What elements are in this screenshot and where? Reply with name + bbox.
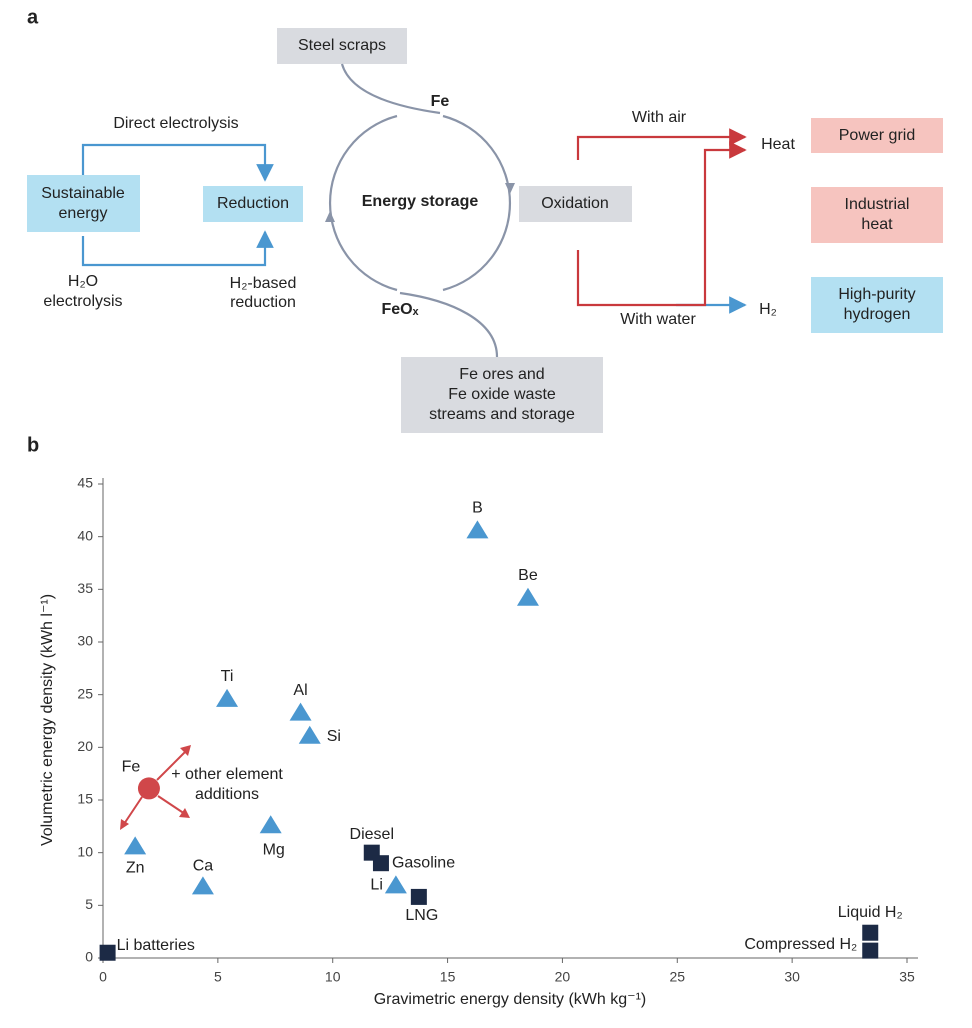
- point-label: Be: [518, 567, 538, 584]
- point-label: Fe: [122, 759, 141, 776]
- point-label: Ti: [221, 668, 234, 685]
- arrowhead: [325, 211, 335, 222]
- connectors: [81, 63, 747, 358]
- box: [519, 186, 632, 222]
- point: [259, 815, 282, 834]
- point-label: Li: [370, 877, 382, 894]
- arrowhead: [120, 819, 129, 830]
- arrow: [576, 141, 747, 307]
- point: [124, 836, 147, 855]
- point: [216, 688, 239, 707]
- y-tick-label: 35: [77, 580, 93, 596]
- point: [137, 777, 160, 800]
- point: [384, 875, 407, 894]
- arrow: [81, 230, 274, 267]
- arrow: [81, 143, 274, 182]
- point-label: Zn: [126, 860, 145, 877]
- point: [298, 725, 321, 744]
- x-tick-label: 25: [669, 969, 685, 985]
- node-label: Oxidation: [541, 195, 609, 212]
- y-tick-label: 20: [77, 738, 93, 754]
- panel-a: a Steel scraps Fe Direct electrolysis Su…: [27, 6, 943, 433]
- panel-b: b Gravimetric energy density (kWh kg⁻¹) …: [27, 434, 918, 1008]
- node-label: Industrial heat: [845, 196, 910, 233]
- arrow: [576, 128, 747, 160]
- box: [811, 187, 943, 243]
- feed-curve: [399, 291, 499, 358]
- node-label: Fe ores and Fe oxide waste streams and sto…: [429, 366, 575, 423]
- edge-label: Direct electrolysis: [113, 115, 238, 132]
- cycle-arc: [442, 114, 512, 292]
- point-label: Ca: [193, 858, 214, 875]
- x-axis-label: Gravimetric energy density (kWh kg⁻¹): [374, 991, 647, 1008]
- edge-label: H₂-based reduction: [230, 275, 297, 311]
- box: [811, 277, 943, 333]
- point-label: Si: [327, 728, 341, 745]
- point-label: Al: [293, 682, 307, 699]
- x-tick-label: 35: [899, 969, 915, 985]
- node-label: Energy storage: [362, 193, 479, 210]
- point-label: Li batteries: [117, 937, 195, 954]
- y-tick-label: 45: [77, 475, 93, 491]
- x-tick-label: 10: [325, 969, 341, 985]
- point: [191, 876, 214, 895]
- point: [99, 944, 116, 961]
- node-label: H₂: [759, 301, 777, 318]
- y-axis-label: Volumetric energy density (kWh l⁻¹): [39, 594, 56, 846]
- y-tick-label: 10: [77, 843, 93, 859]
- box: [27, 175, 140, 232]
- x-tick-label: 20: [555, 969, 571, 985]
- y-tick-label: 15: [77, 791, 93, 807]
- point: [516, 587, 539, 606]
- box: [203, 186, 303, 222]
- arrowhead: [505, 183, 515, 194]
- node-label: Reduction: [217, 195, 289, 212]
- x-tick-label: 15: [440, 969, 456, 985]
- point-label: Compressed H₂: [744, 936, 857, 953]
- edge-label: With water: [620, 311, 696, 328]
- y-tick-label: 25: [77, 685, 93, 701]
- node-label: Heat: [761, 136, 795, 153]
- point-label: Liquid H₂: [838, 904, 903, 921]
- box: [277, 28, 407, 64]
- point: [410, 888, 427, 905]
- annotation: + other element additions: [171, 766, 283, 803]
- point-label: Mg: [263, 841, 285, 858]
- point-label: Gasoline: [392, 854, 455, 871]
- node-label: Sustainable energy: [41, 185, 125, 222]
- arrowhead: [179, 808, 190, 818]
- point-label: LNG: [405, 907, 438, 924]
- node-label: Power grid: [839, 127, 915, 144]
- box: [401, 357, 603, 433]
- box: [811, 118, 943, 153]
- point-label: Diesel: [350, 826, 394, 843]
- y-tick-label: 0: [85, 949, 93, 965]
- x-tick-label: 30: [784, 969, 800, 985]
- point: [862, 924, 879, 941]
- node-label: Fe: [431, 93, 450, 110]
- point: [289, 702, 312, 721]
- feed-curve: [340, 63, 441, 115]
- y-tick-label: 30: [77, 633, 93, 649]
- point: [466, 520, 489, 539]
- arrowhead: [180, 745, 191, 756]
- edge-label: H₂O electrolysis: [43, 273, 122, 310]
- arrow: [156, 747, 190, 781]
- cycle-arc: [328, 114, 398, 292]
- y-tick-label: 40: [77, 527, 93, 543]
- panel-label: a: [27, 6, 39, 28]
- point-label: B: [472, 500, 483, 517]
- point: [862, 942, 879, 959]
- point: [372, 855, 389, 872]
- x-tick-label: 5: [214, 969, 222, 985]
- node-label: High-purity hydrogen: [838, 286, 915, 323]
- x-tick-label: 0: [99, 969, 107, 985]
- panel-label: b: [27, 434, 39, 456]
- node-label: FeOₓ: [382, 301, 419, 318]
- y-tick-label: 5: [85, 896, 93, 912]
- edge-label: With air: [632, 109, 687, 126]
- node-label: Steel scraps: [298, 37, 386, 54]
